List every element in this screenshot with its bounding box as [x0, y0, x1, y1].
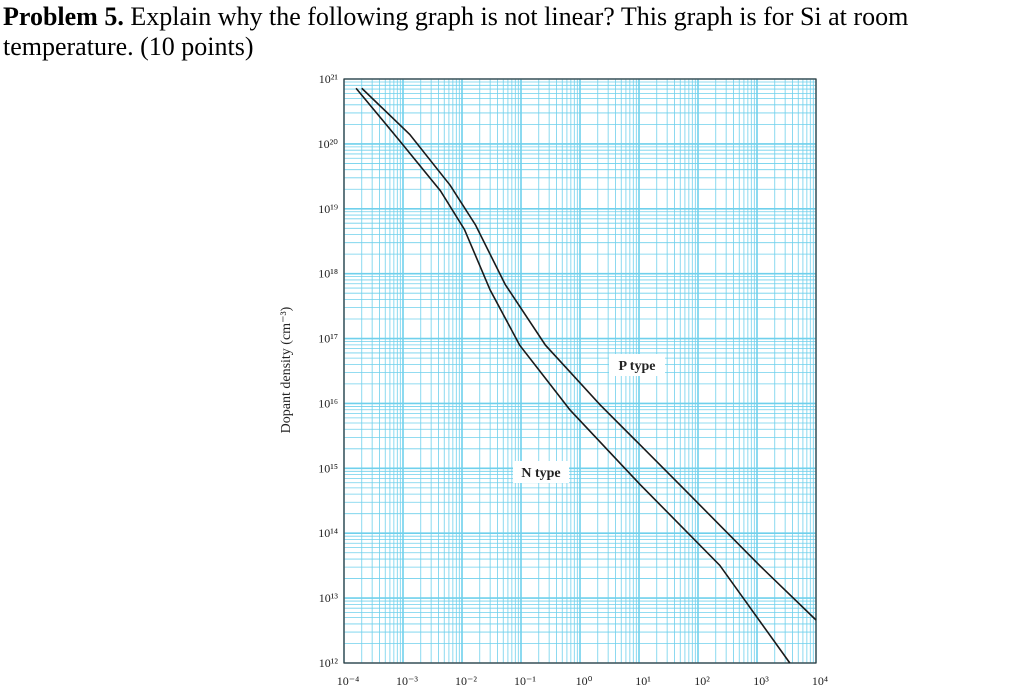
series-line — [355, 87, 791, 664]
problem: Problem 5. Explain why the following gra… — [3, 2, 1013, 62]
series-line — [361, 87, 817, 621]
x-tick-label: 10⁻¹ — [514, 674, 536, 688]
x-tick-label: 10⁻² — [455, 674, 477, 688]
x-tick-label: 10⁴ — [812, 674, 828, 688]
y-tick-label: 10¹⁴ — [318, 526, 338, 540]
problem-text: Explain why the following graph is not l… — [3, 2, 909, 61]
y-tick-label: 10¹³ — [319, 591, 339, 605]
y-tick-label: 10²¹ — [319, 72, 339, 86]
x-tick-label: 10⁰ — [576, 674, 593, 688]
y-tick-label: 10¹⁷ — [318, 332, 338, 346]
plot-frame — [343, 78, 817, 664]
problem-label: Problem 5. — [3, 2, 124, 31]
label-background — [609, 354, 665, 376]
y-tick-label: 10¹⁵ — [318, 461, 338, 475]
x-tick-label: 10¹ — [635, 674, 651, 688]
y-tick-label: 10¹⁶ — [318, 396, 338, 410]
series-label: P type — [619, 359, 656, 374]
x-tick-label: 10³ — [753, 674, 769, 688]
label-background — [513, 461, 569, 483]
y-tick-label: 10¹² — [319, 656, 339, 670]
y-tick-label: 10²⁰ — [318, 137, 339, 151]
x-tick-label: 10⁻⁴ — [337, 674, 360, 688]
x-tick-label: 10⁻³ — [396, 674, 418, 688]
y-tick-label: 10¹⁹ — [318, 202, 338, 216]
series-label: N type — [521, 466, 560, 481]
y-axis-label: Dopant density (cm⁻³) — [279, 306, 294, 433]
x-tick-label: 10² — [694, 674, 710, 688]
y-tick-label: 10¹⁸ — [318, 267, 338, 281]
